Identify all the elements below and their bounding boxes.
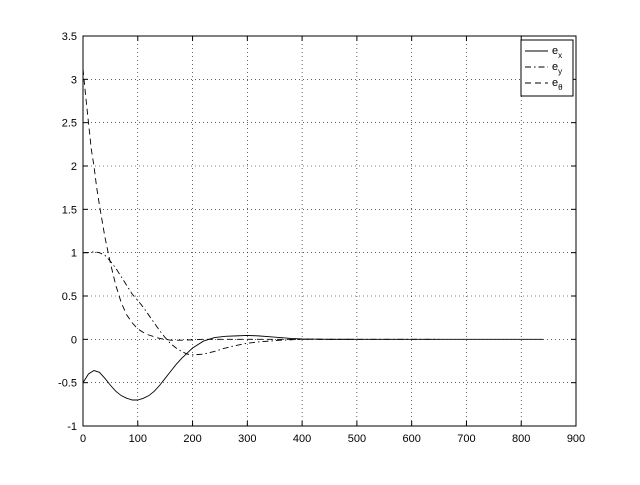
x-tick-label: 400 [293, 433, 311, 445]
legend-label-1: ex [552, 45, 562, 60]
legend-label-3: eθ [552, 77, 563, 92]
x-tick-label: 900 [567, 433, 585, 445]
legend-label-2: ey [552, 61, 562, 76]
y-tick-label: -1 [67, 421, 77, 433]
series-line-1 [82, 334, 544, 401]
series-line-2 [83, 251, 440, 356]
grid [83, 36, 576, 426]
y-tick-label: -0.5 [58, 378, 77, 390]
y-tick-label: 0.5 [62, 291, 77, 303]
x-tick-label: 600 [402, 433, 420, 445]
y-tick-label: 0 [71, 334, 77, 346]
y-tick-label: 2 [71, 161, 77, 173]
plot-frame [82, 35, 577, 427]
x-tick-label: 500 [348, 433, 366, 445]
y-tick-label: 2.5 [62, 118, 77, 130]
x-tick-label: 0 [80, 433, 86, 445]
legend-box [520, 39, 574, 97]
y-tick-label: 1.5 [62, 204, 77, 216]
y-tick-label: 3 [71, 74, 77, 86]
x-tick-label: 800 [512, 433, 530, 445]
y-tick-label: 1 [71, 248, 77, 260]
x-tick-label: 300 [238, 433, 256, 445]
y-axis-ticks: -1 -0.5 0 0.5 1 1.5 2 2.5 3 3.5 [58, 31, 576, 433]
series-line-3 [82, 68, 357, 341]
series-group [82, 68, 544, 401]
x-tick-label: 100 [129, 433, 147, 445]
y-tick-label: 3.5 [62, 31, 77, 43]
x-tick-label: 700 [457, 433, 475, 445]
x-axis-ticks: 0 100 200 300 400 500 600 700 800 900 [80, 36, 585, 445]
x-tick-label: 200 [183, 433, 201, 445]
